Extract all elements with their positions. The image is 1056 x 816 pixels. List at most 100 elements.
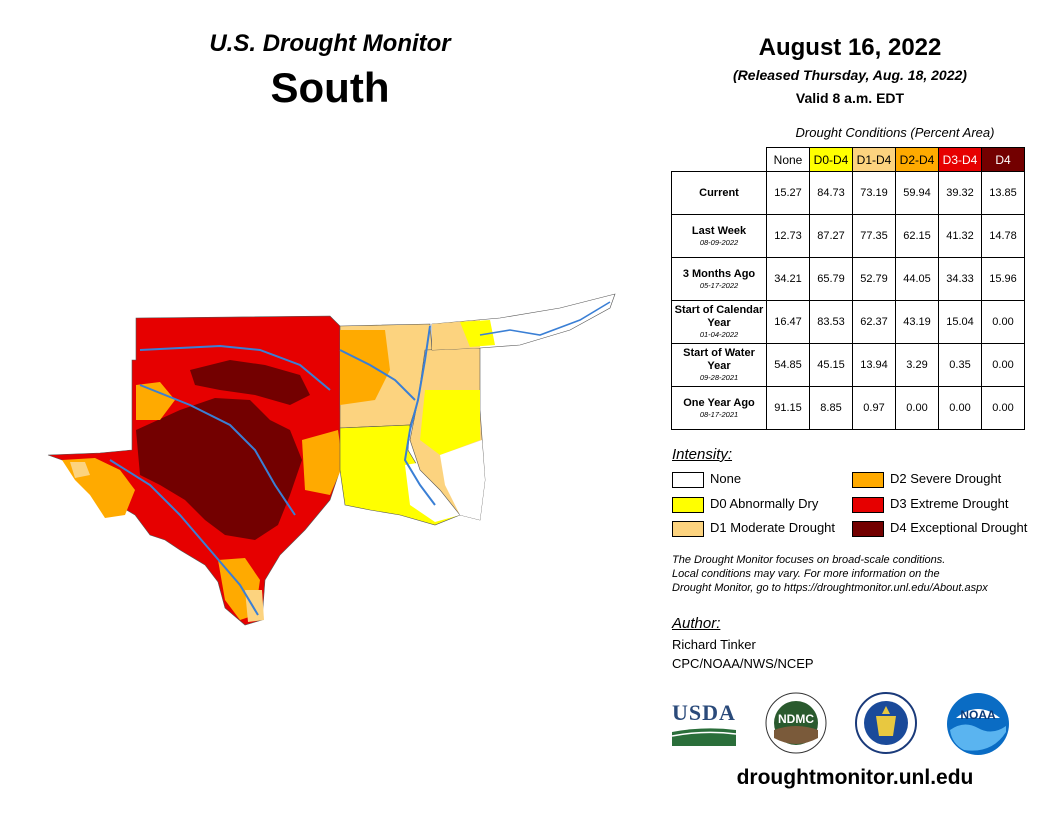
legend-swatch — [672, 496, 704, 513]
table-cell: 3.29 — [895, 343, 939, 387]
louisiana-none — [405, 460, 460, 522]
table-cell: 0.00 — [981, 386, 1025, 430]
legend-swatch — [672, 471, 704, 488]
table-cell: 13.94 — [852, 343, 896, 387]
mississippi-none — [440, 440, 485, 520]
table-cell: 65.79 — [809, 257, 853, 301]
legend-swatch — [852, 520, 884, 537]
table-cell: 15.96 — [981, 257, 1025, 301]
table-cell: 0.00 — [895, 386, 939, 430]
mississippi-d0 — [420, 390, 480, 455]
table-cell: 54.85 — [766, 343, 810, 387]
legend-item-d4: D4 Exceptional Drought — [852, 519, 1027, 537]
table-cell: 62.37 — [852, 300, 896, 344]
table-cell: 43.19 — [895, 300, 939, 344]
row-label-3-months-ago: 3 Months Ago 05-17-2022 — [671, 257, 767, 301]
red-river — [139, 344, 331, 391]
d1-area-south-tip — [245, 590, 264, 622]
tennessee-river — [479, 301, 611, 336]
table-cell: 8.85 — [809, 386, 853, 430]
table-row: 3 Months Ago 05-17-2022 34.21 65.79 52.79… — [671, 257, 1025, 301]
brazos-river — [139, 384, 296, 516]
table-cell: 16.47 — [766, 300, 810, 344]
table-cell: 0.00 — [981, 343, 1025, 387]
legend-heading: Intensity: — [672, 446, 733, 463]
column-header-d2-d4: D2-D4 — [895, 147, 939, 172]
map-region-title: South — [270, 64, 390, 111]
table-cell: 84.73 — [809, 171, 853, 215]
legend-item-none: None — [672, 470, 741, 488]
legend-item-d0: D0 Abnormally Dry — [672, 495, 818, 513]
row-label-start-of-calendar-year: Start of Calendar Year 01-04-2022 — [671, 300, 767, 344]
table-cell: 39.32 — [938, 171, 982, 215]
d4-area-oklahoma — [190, 360, 310, 405]
table-cell: 14.78 — [981, 214, 1025, 258]
table-cell: 0.00 — [938, 386, 982, 430]
row-label-one-year-ago: One Year Ago 08-17-2021 — [671, 386, 767, 430]
table-row: Last Week 08-09-2022 12.73 87.27 77.35 62… — [671, 214, 1025, 258]
table-cell: 73.19 — [852, 171, 896, 215]
table-cell: 44.05 — [895, 257, 939, 301]
ndmc-logo: NDMC — [765, 692, 827, 759]
tennessee-d0 — [460, 320, 495, 347]
table-cell: 15.04 — [938, 300, 982, 344]
legend-swatch — [852, 496, 884, 513]
map-title: U.S. Drought Monitor — [209, 30, 451, 57]
d2-area-panhandle — [136, 382, 175, 420]
department-of-commerce-seal — [855, 692, 917, 759]
column-header-d4: D4 — [981, 147, 1025, 172]
column-header-d3-d4: D3-D4 — [938, 147, 982, 172]
table-cell: 0.97 — [852, 386, 896, 430]
table-cell: 87.27 — [809, 214, 853, 258]
drought-conditions-table: None D0-D4 D1-D4 D2-D4 D3-D4 D4 Current … — [671, 147, 1025, 430]
map-date: August 16, 2022 — [758, 34, 942, 61]
table-corner — [671, 147, 767, 172]
d4-area-central-texas — [136, 398, 302, 540]
table-row: Current 15.27 84.73 73.19 59.94 39.32 13… — [671, 171, 1025, 215]
author-organization: CPC/NOAA/NWS/NCEP — [672, 656, 814, 671]
south-region-drought-map — [47, 293, 616, 626]
disclaimer-note: The Drought Monitor focuses on broad-sca… — [672, 554, 988, 594]
column-header-none: None — [766, 147, 810, 172]
website-link[interactable]: droughtmonitor.unl.edu — [736, 766, 974, 789]
table-cell: 83.53 — [809, 300, 853, 344]
table-cell: 13.85 — [981, 171, 1025, 215]
legend-swatch — [672, 520, 704, 537]
release-date: (Released Thursday, Aug. 18, 2022) — [733, 67, 967, 83]
legend-item-d3: D3 Extreme Drought — [852, 495, 1009, 513]
table-row: One Year Ago 08-17-2021 91.15 8.85 0.97 0… — [671, 386, 1025, 430]
table-row: Start of Calendar Year 01-04-2022 16.47 8… — [671, 300, 1025, 344]
table-cell: 0.35 — [938, 343, 982, 387]
d2-area-east-texas — [302, 430, 343, 495]
mississippi-river — [403, 325, 436, 506]
row-label-last-week: Last Week 08-09-2022 — [671, 214, 767, 258]
table-cell: 91.15 — [766, 386, 810, 430]
noaa-logo: NOAA — [946, 692, 1010, 761]
rio-grande — [109, 459, 259, 616]
valid-time: Valid 8 a.m. EDT — [795, 90, 905, 106]
row-label-start-of-water-year: Start of Water Year 09-28-2021 — [671, 343, 767, 387]
row-label-current: Current — [671, 171, 767, 215]
table-title: Drought Conditions (Percent Area) — [795, 125, 995, 140]
table-cell: 62.15 — [895, 214, 939, 258]
legend-swatch — [852, 471, 884, 488]
column-header-d1-d4: D1-D4 — [852, 147, 896, 172]
arkansas-d2 — [340, 330, 390, 405]
table-cell: 45.15 — [809, 343, 853, 387]
d1-area-west — [70, 462, 90, 478]
table-cell: 77.35 — [852, 214, 896, 258]
table-cell: 59.94 — [895, 171, 939, 215]
author-name: Richard Tinker — [672, 637, 756, 652]
table-cell: 34.21 — [766, 257, 810, 301]
author-heading: Author: — [672, 615, 721, 632]
table-cell: 52.79 — [852, 257, 896, 301]
usda-logo: USDA — [671, 700, 738, 750]
table-header-row: None D0-D4 D1-D4 D2-D4 D3-D4 D4 — [671, 147, 1025, 172]
arkansas-river — [339, 349, 416, 401]
legend-item-d2: D2 Severe Drought — [852, 470, 1001, 488]
table-row: Start of Water Year 09-28-2021 54.85 45.1… — [671, 343, 1025, 387]
table-cell: 41.32 — [938, 214, 982, 258]
legend-item-d1: D1 Moderate Drought — [672, 519, 835, 537]
table-cell: 0.00 — [981, 300, 1025, 344]
table-cell: 34.33 — [938, 257, 982, 301]
